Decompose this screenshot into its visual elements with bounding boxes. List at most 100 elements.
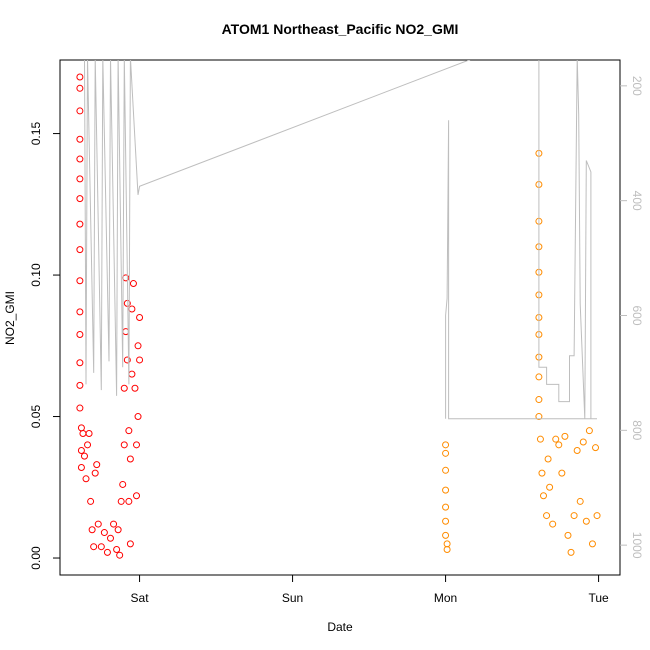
data-point [442,466,450,474]
data-point [120,384,128,392]
data-point [76,359,84,367]
data-point [535,373,543,381]
data-point [100,529,108,537]
data-point [76,220,84,228]
data-point [90,543,98,551]
data-point [97,543,105,551]
data-point [582,517,590,525]
data-point [555,441,563,449]
data-point [543,512,551,520]
data-point [538,469,546,477]
y-tick-label: 0.05 [29,405,43,429]
data-point [570,512,578,520]
data-point [128,305,136,313]
data-point [561,432,569,440]
data-point [549,520,557,528]
data-point [546,483,554,491]
data-point [129,280,137,288]
data-point [593,512,601,520]
data-point [133,492,141,500]
data-point [87,497,95,505]
x-tick-label: Sun [282,591,303,605]
data-point [558,469,566,477]
data-point [84,441,92,449]
data-point [536,435,544,443]
data-point [567,548,575,556]
data-point [79,430,87,438]
data-point [134,342,142,350]
x-tick-label: Tue [588,591,609,605]
y-tick-label: 0.15 [29,122,43,146]
y-tick-label: 0.10 [29,263,43,287]
data-point [564,531,572,539]
data-point [94,520,102,528]
data-point [535,396,543,404]
y2-tick-label: 600 [630,305,644,325]
data-point [76,84,84,92]
data-point [76,308,84,316]
y2-tick-label: 400 [630,191,644,211]
y-tick-label: 0.00 [29,546,43,570]
data-point [133,441,141,449]
pressure-line [84,60,597,420]
data-point [131,384,139,392]
data-point [76,330,84,338]
y-axis-label: NO2_GMI [3,291,17,345]
data-point [442,449,450,457]
data-point [76,246,84,254]
data-point [576,497,584,505]
plot-frame [59,59,621,576]
data-point [76,135,84,143]
data-point [82,475,90,483]
data-point [579,438,587,446]
data-point [77,446,85,454]
data-point [552,435,560,443]
data-point [442,531,450,539]
data-point [114,526,122,534]
data-point [592,444,600,452]
x-tick-label: Sat [131,591,150,605]
data-point [93,461,101,469]
data-point [103,548,111,556]
data-point [113,546,121,554]
data-point [76,107,84,115]
data-point [106,534,114,542]
y2-tick-label: 200 [630,76,644,96]
data-point [585,427,593,435]
data-point [77,463,85,471]
x-tick-label: Mon [434,591,457,605]
data-point [126,455,134,463]
data-point [88,526,96,534]
data-point [76,175,84,183]
data-point [442,441,450,449]
data-point [128,370,136,378]
data-point [442,503,450,511]
data-point [535,413,543,421]
data-point [116,551,124,559]
data-point [443,546,451,554]
data-point [76,381,84,389]
data-point [76,73,84,81]
data-point [539,492,547,500]
data-point [588,540,596,548]
data-point [77,424,85,432]
data-point [134,413,142,421]
data-point [119,480,127,488]
data-point [91,469,99,477]
data-point [125,497,133,505]
plot-area [76,60,601,559]
data-point [85,430,93,438]
y2-tick-label: 1000 [630,532,644,559]
data-point [76,404,84,412]
data-point [123,356,131,364]
data-point [136,314,144,321]
y2-tick-label: 800 [630,420,644,440]
chart-title: ATOM1 Northeast_Pacific NO2_GMI [222,21,459,37]
data-point [110,520,118,528]
data-point [76,155,84,163]
data-point [117,497,125,505]
data-point [76,277,84,285]
data-point [442,486,450,494]
